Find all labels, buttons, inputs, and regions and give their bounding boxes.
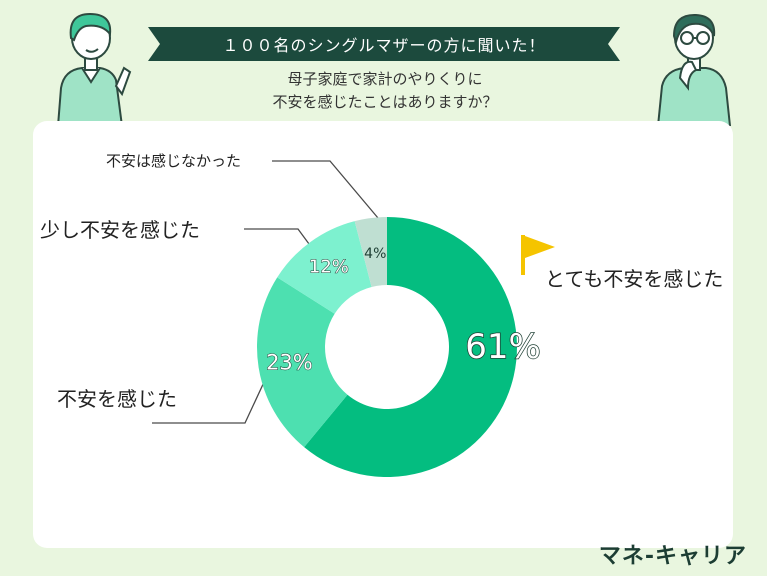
label-slight-anxiety: 少し不安を感じた [40,218,200,242]
banner-title: １００名のシングルマザーの方に聞いた！ [222,36,546,55]
slice-very-anxious [304,217,517,477]
flag-icon [521,235,555,275]
brand-logo: マネ-キャリア [598,544,747,569]
survey-question: 母子家庭で家計のやりくりに 不安を感じたことはありますか？ [200,68,570,114]
slice-felt-anxiety [257,277,348,448]
label-felt-anxiety: 不安を感じた [57,387,177,411]
slice-no-anxiety [354,217,387,287]
leader-line-felt-anxiety [152,379,266,424]
value-label-felt-anxiety: 23% [266,350,313,374]
value-label-slight-anxiety: 12% [309,257,349,278]
leader-line-slight-anxiety [244,228,313,249]
person-right-illustration [656,13,732,126]
value-label-very-anxious: 61% [465,327,541,367]
label-no-anxiety: 不安は感じなかった [106,152,242,170]
survey-banner: １００名のシングルマザーの方に聞いた！ [148,27,620,61]
banner-ribbon [148,27,620,61]
label-very-anxious: とても不安を感じた [545,267,724,291]
slice-slight-anxiety [277,221,372,314]
question-line-1: 母子家庭で家計のやりくりに [287,70,483,88]
value-label-no-anxiety: 4% [364,246,386,262]
question-line-2: 不安を感じたことはありますか？ [272,93,498,111]
person-left-illustration [56,12,132,126]
leader-line-no-anxiety [272,160,379,219]
